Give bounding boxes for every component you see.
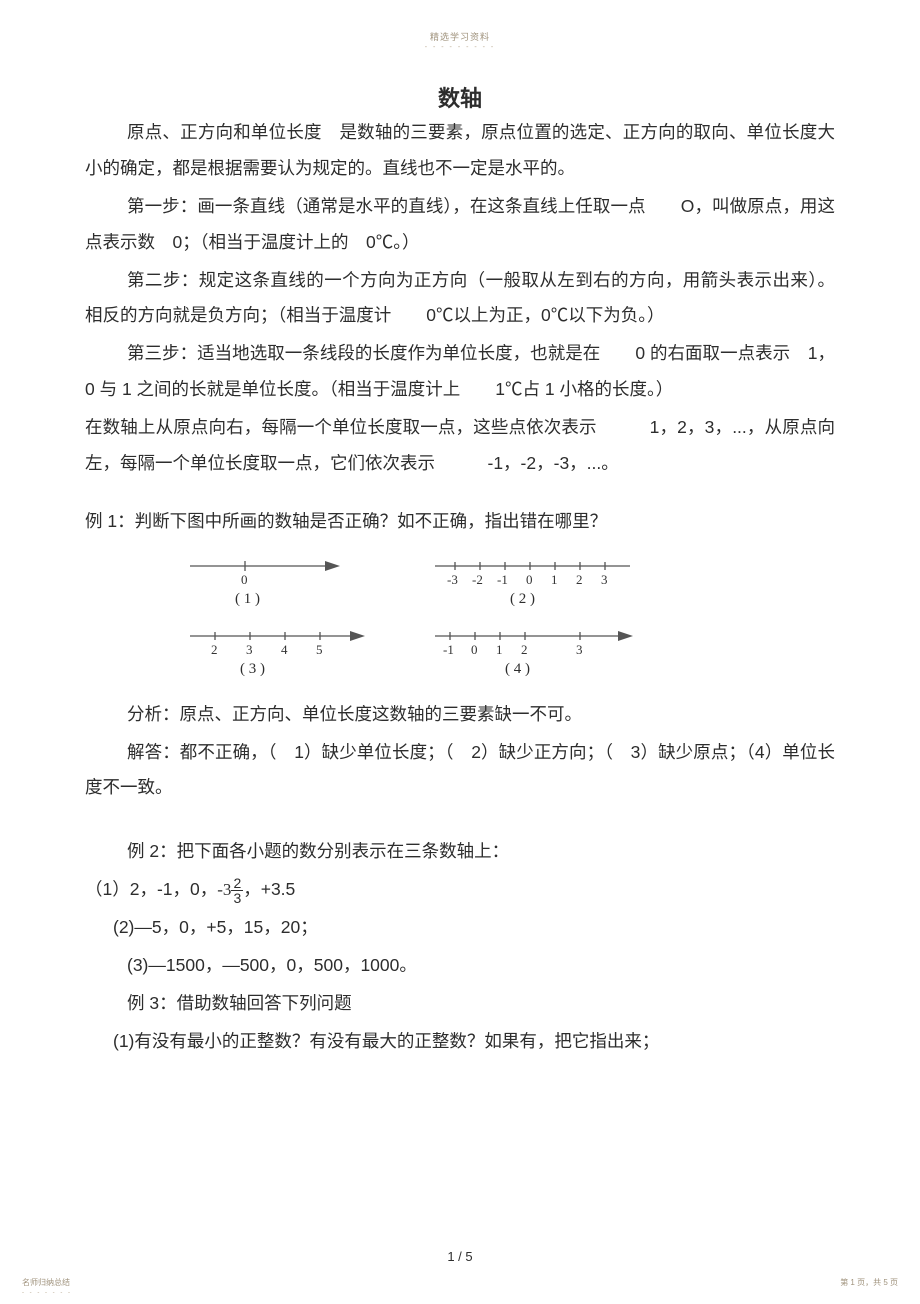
- page-title: 数轴: [85, 81, 835, 113]
- footer-left-label: 名师归纳总结: [22, 1277, 70, 1288]
- header-dots: - - - - - - - - -: [85, 44, 835, 51]
- example2-line1: （1）2，-1，0，-323，+3.5: [85, 872, 835, 908]
- ex2-frac-whole: -3: [217, 880, 231, 899]
- svg-text:-3: -3: [447, 572, 458, 587]
- analysis: 分析：原点、正方向、单位长度这数轴的三要素缺一不可。: [85, 697, 835, 733]
- svg-text:1: 1: [551, 572, 558, 587]
- footer-left-dots: - - - - - - -: [22, 1290, 72, 1296]
- svg-text:2: 2: [576, 572, 583, 587]
- svg-text:0: 0: [471, 642, 478, 657]
- axis-4: -1 0 1 2 3: [430, 624, 640, 660]
- svg-text:-1: -1: [443, 642, 454, 657]
- svg-text:4: 4: [281, 642, 288, 657]
- ex2-fraction: 23: [231, 876, 243, 905]
- header-label: 精选学习资料: [85, 30, 835, 43]
- frac-den: 3: [231, 891, 243, 905]
- svg-text:3: 3: [601, 572, 608, 587]
- example2-title: 例 2：把下面各小题的数分别表示在三条数轴上：: [85, 834, 835, 870]
- para-intro: 原点、正方向和单位长度 是数轴的三要素，原点位置的选定、正方向的取向、单位长度大…: [85, 115, 835, 187]
- svg-text:1: 1: [496, 642, 503, 657]
- frac-num: 2: [231, 876, 243, 891]
- example2-line2: (2)—5，0，+5，15，20；: [85, 910, 835, 946]
- answer: 解答：都不正确，（ 1）缺少单位长度；（ 2）缺少正方向；（ 3）缺少原点；（4…: [85, 735, 835, 807]
- para-step3: 第三步：适当地选取一条线段的长度作为单位长度，也就是在 0 的右面取一点表示 1…: [85, 336, 835, 408]
- para-step1: 第一步：画一条直线（通常是水平的直线），在这条直线上任取一点 O，叫做原点，用这…: [85, 189, 835, 261]
- svg-text:3: 3: [246, 642, 253, 657]
- svg-text:-2: -2: [472, 572, 483, 587]
- page-number: 1 / 5: [0, 1249, 920, 1264]
- para-step2: 第二步：规定这条直线的一个方向为正方向（一般取从左到右的方向，用箭头表示出来）。…: [85, 263, 835, 335]
- axis-1: 0: [185, 554, 355, 590]
- axis-2: -3 -2 -1 0 1 2 3: [430, 554, 640, 590]
- example2-line3: (3)—1500，—500，0，500，1000。: [85, 948, 835, 984]
- example3-title: 例 3：借助数轴回答下列问题: [85, 986, 835, 1022]
- axis1-label: 0: [241, 572, 248, 587]
- svg-text:-1: -1: [497, 572, 508, 587]
- axis2-sublabel: ( 2 ): [510, 591, 535, 608]
- para-points: 在数轴上从原点向右，每隔一个单位长度取一点，这些点依次表示 1，2，3，...，…: [85, 410, 835, 482]
- ex2-l1a: （1）2，-1，0，: [85, 879, 217, 899]
- ex2-l1b: ，+3.5: [243, 879, 295, 899]
- svg-text:3: 3: [576, 642, 583, 657]
- example3-q1: (1)有没有最小的正整数？有没有最大的正整数？如果有，把它指出来；: [85, 1024, 835, 1060]
- footer-right-label: 第 1 页，共 5 页: [840, 1277, 898, 1288]
- axis4-sublabel: ( 4 ): [505, 661, 530, 678]
- number-line-diagrams: 0 ( 1 ) -3 -2 -1 0 1 2 3 ( 2 ) 2 3 4 5: [85, 546, 835, 691]
- svg-text:2: 2: [521, 642, 528, 657]
- svg-text:0: 0: [526, 572, 533, 587]
- axis1-sublabel: ( 1 ): [235, 591, 260, 608]
- axis-3: 2 3 4 5: [185, 624, 375, 660]
- svg-text:2: 2: [211, 642, 218, 657]
- axis3-sublabel: ( 3 ): [240, 661, 265, 678]
- svg-text:5: 5: [316, 642, 323, 657]
- example1-title: 例 1：判断下图中所画的数轴是否正确？如不正确，指出错在哪里？: [85, 504, 835, 540]
